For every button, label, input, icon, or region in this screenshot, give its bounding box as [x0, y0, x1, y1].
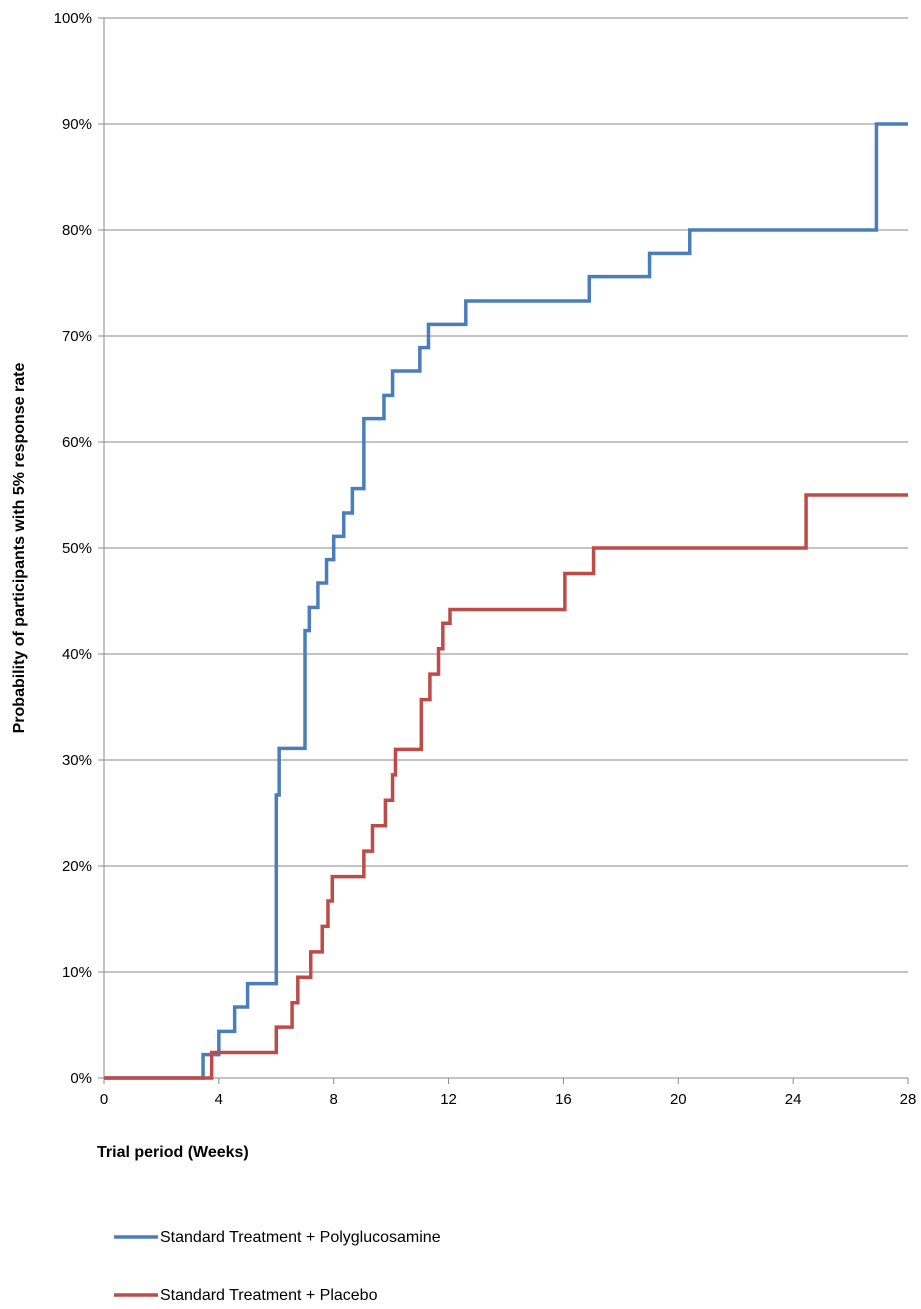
gridlines	[104, 17, 908, 973]
y-tick-label: 0%	[70, 1070, 92, 1087]
y-tick-label: 60%	[62, 434, 92, 451]
series-lines	[104, 122, 908, 1080]
legend: Standard Treatment + Polyglucosamine Stan…	[114, 1229, 441, 1304]
y-tick-label: 80%	[62, 222, 92, 239]
y-tick-label: 10%	[62, 964, 92, 981]
x-tick-label: 0	[100, 1091, 108, 1108]
x-axis-title: Trial period (Weeks)	[97, 1144, 249, 1161]
series-line-1	[104, 122, 908, 1080]
legend-item-2: Standard Treatment + Placebo	[114, 1287, 378, 1304]
x-axis-ticks: 0 4 8 12 16 20 24 28	[100, 1078, 917, 1108]
y-tick-label: 70%	[62, 328, 92, 345]
x-tick-label: 20	[670, 1091, 687, 1108]
legend-label: Standard Treatment + Placebo	[160, 1287, 378, 1304]
y-tick-label: 30%	[62, 752, 92, 769]
y-axis-title: Probability of participants with 5% resp…	[11, 363, 28, 734]
series-line-2	[104, 493, 908, 1080]
x-tick-label: 16	[555, 1091, 572, 1108]
y-tick-label: 50%	[62, 540, 92, 557]
y-axis-ticks: 0% 10% 20% 30% 40% 50% 60% 70% 80% 90% 100%	[54, 10, 104, 1087]
y-tick-label: 20%	[62, 858, 92, 875]
y-tick-label: 40%	[62, 646, 92, 663]
y-tick-label: 90%	[62, 116, 92, 133]
x-tick-label: 28	[900, 1091, 917, 1108]
x-tick-label: 12	[440, 1091, 457, 1108]
x-tick-label: 4	[215, 1091, 223, 1108]
y-tick-label: 100%	[54, 10, 92, 27]
x-tick-label: 8	[330, 1091, 338, 1108]
legend-item-1: Standard Treatment + Polyglucosamine	[114, 1229, 441, 1246]
legend-label: Standard Treatment + Polyglucosamine	[160, 1229, 441, 1246]
x-tick-label: 24	[785, 1091, 802, 1108]
